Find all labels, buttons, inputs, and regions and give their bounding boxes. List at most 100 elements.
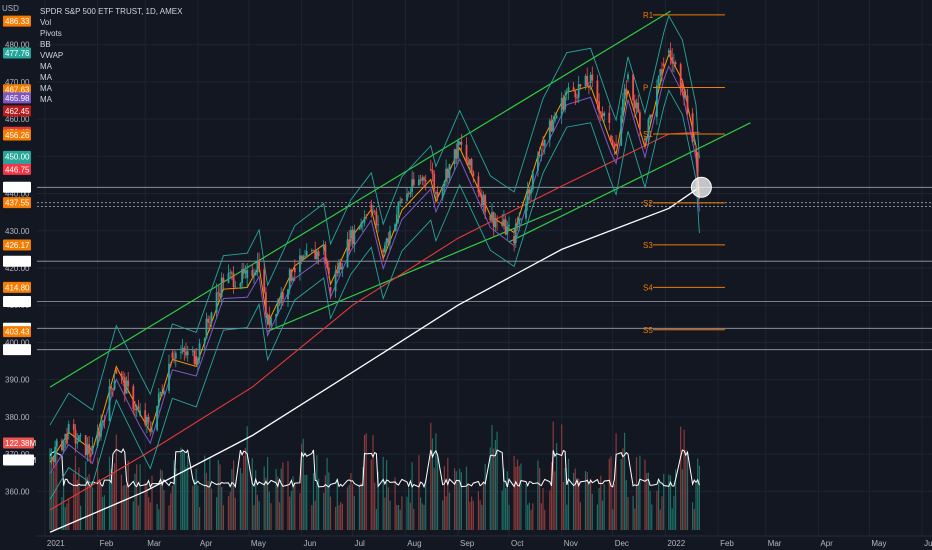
volume-bar	[573, 472, 575, 530]
volume-bar	[586, 471, 588, 530]
candle-body	[270, 317, 272, 326]
volume-bar	[435, 433, 437, 530]
volume-bar	[669, 475, 672, 530]
volume-bar	[244, 447, 247, 530]
volume-bar	[144, 482, 146, 530]
volume-bar	[323, 492, 325, 530]
candle-body	[146, 416, 148, 425]
x-tick-label: Jun	[304, 539, 317, 548]
price-tag-bg	[3, 181, 31, 193]
candle-body	[552, 121, 555, 132]
volume-bar	[335, 506, 337, 530]
candle-body	[564, 97, 566, 110]
volume-bar	[278, 502, 281, 530]
indicator-vwap[interactable]: VWAP	[40, 51, 64, 60]
volume-bar	[590, 478, 592, 530]
volume-bar	[100, 485, 102, 530]
volume-bar	[396, 504, 398, 530]
pivot-label-s3: S3	[643, 241, 653, 250]
candle-body	[79, 435, 82, 436]
candle-body	[635, 102, 638, 109]
candle-body	[363, 217, 366, 223]
price-tag-label: 411.00	[5, 298, 29, 307]
volume-bar	[663, 473, 665, 530]
volume-bar	[98, 482, 100, 530]
volume-bar	[697, 458, 699, 530]
indicator-bb[interactable]: BB	[40, 40, 51, 49]
volume-bar	[197, 485, 199, 530]
volume-bar	[692, 502, 694, 530]
indicator-ma-3[interactable]: MA	[40, 84, 52, 93]
candle-body	[280, 292, 283, 304]
candle-body	[424, 180, 427, 182]
candle-body	[531, 170, 534, 190]
indicator-ma-4[interactable]: MA	[40, 95, 52, 104]
candle-body	[169, 363, 172, 366]
candle-body	[135, 406, 138, 411]
x-axis-labels: 2021 Feb Mar Apr May Jun Jul Aug Sep Oct Nov Dec 202…	[37, 535, 932, 548]
candle-body	[608, 112, 611, 123]
volume-bar	[76, 479, 78, 530]
candle-body	[620, 115, 623, 146]
volume-bar	[387, 487, 389, 530]
candle-body	[324, 244, 327, 262]
volume-bar	[217, 460, 219, 530]
volume-bar	[612, 509, 614, 530]
volume-bar	[698, 465, 700, 530]
candle-body	[185, 351, 187, 356]
volume-bar	[173, 460, 175, 530]
candle-body	[657, 76, 660, 86]
volume-bar	[659, 509, 661, 530]
volume-bar	[268, 491, 270, 530]
volume-bar	[187, 455, 189, 530]
volume-bar	[110, 468, 112, 530]
indicator-pivots[interactable]: Pivots	[40, 29, 62, 38]
candle-body	[263, 269, 266, 293]
volume-bar	[603, 484, 605, 530]
candle-body	[673, 62, 675, 64]
volume-bar	[175, 468, 177, 530]
volume-bar	[386, 460, 388, 530]
volume-bar	[598, 487, 600, 530]
volume-bar	[693, 508, 695, 530]
candle-body	[101, 420, 104, 423]
candle-body	[401, 199, 403, 201]
volume-bar	[280, 468, 282, 530]
volume-bar	[161, 470, 163, 530]
volume-bar	[227, 496, 230, 530]
indicator-ma-1[interactable]: MA	[40, 62, 52, 71]
candle-body	[108, 386, 111, 421]
candle-body	[492, 212, 495, 228]
volume-bar	[103, 495, 105, 530]
candle-body	[637, 102, 640, 113]
candle-body	[244, 270, 247, 274]
candle-body	[470, 159, 473, 172]
channel-line-upper	[49, 10, 671, 388]
volume-bar	[554, 471, 556, 530]
volume-bar	[289, 496, 291, 530]
volume-bar	[673, 495, 675, 530]
indicator-vol[interactable]: Vol	[40, 18, 52, 27]
candle-body	[144, 410, 147, 425]
volume-bar	[180, 447, 182, 530]
candle-body	[242, 269, 245, 274]
indicator-ma-2[interactable]: MA	[40, 73, 52, 82]
volume-bar	[233, 460, 235, 530]
volume-histogram	[49, 421, 700, 530]
candle-body	[241, 269, 243, 284]
volume-bar	[668, 474, 670, 530]
price-tag-bg	[3, 255, 31, 267]
volume-bar	[423, 504, 425, 530]
candle-body	[504, 219, 507, 235]
candle-body	[251, 269, 254, 277]
candle-body	[181, 347, 184, 353]
volume-bar	[127, 460, 129, 530]
volume-bar	[520, 463, 522, 530]
candle-body	[125, 380, 128, 394]
volume-bar	[443, 466, 445, 530]
candle-body	[540, 155, 543, 157]
price-tag-bg	[3, 296, 31, 307]
volume-bar	[685, 449, 687, 530]
candle-body	[310, 250, 313, 252]
